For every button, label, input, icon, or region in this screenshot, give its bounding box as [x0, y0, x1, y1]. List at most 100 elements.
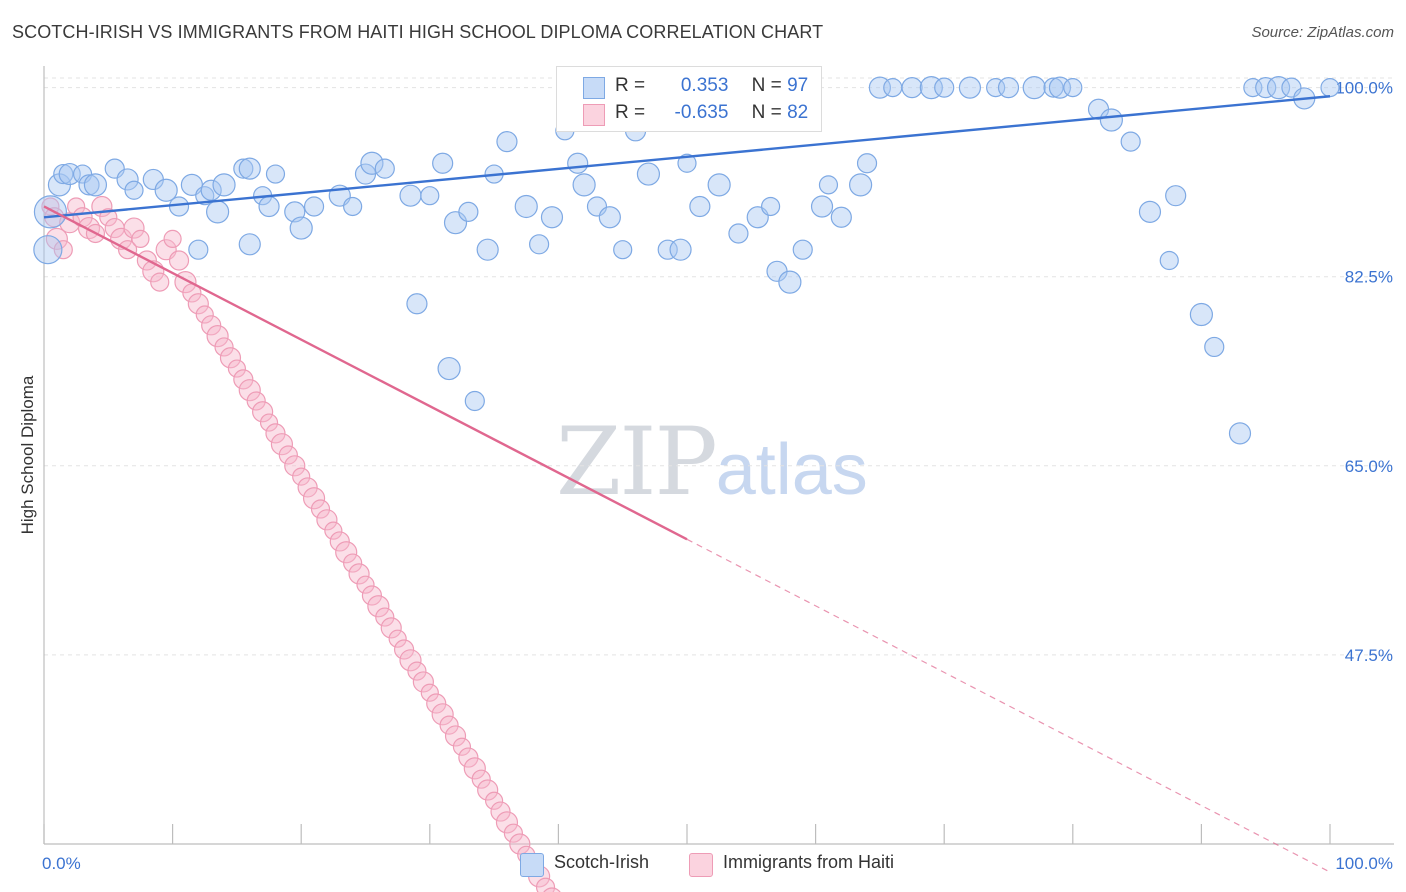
scotch-irish-point	[856, 153, 878, 174]
zipatlas-watermark: ZIPatlas	[556, 408, 868, 517]
watermark-zip: ZIP	[556, 408, 718, 517]
scotch-irish-point	[958, 76, 982, 99]
scotch-irish-point	[778, 270, 802, 294]
scotch-irish-point	[212, 173, 236, 197]
scotch-irish-point	[792, 239, 813, 260]
haiti-point	[439, 715, 459, 735]
legend-swatch-haiti	[689, 853, 713, 877]
scotch-irish-point	[1228, 422, 1252, 445]
scotch-irish-point	[1043, 77, 1064, 98]
haiti-point	[324, 521, 343, 540]
legend-label-haiti: Immigrants from Haiti	[723, 852, 895, 872]
scotch-irish-point	[997, 77, 1020, 99]
scotch-irish-point	[238, 157, 261, 180]
haiti-point	[329, 531, 350, 552]
haiti-point	[252, 401, 274, 423]
scotch-irish-point	[669, 238, 692, 261]
legend-n-label: N =	[751, 75, 782, 96]
scotch-irish-point	[406, 293, 428, 315]
scotch-irish-point	[476, 238, 499, 261]
scotch-irish-point	[399, 184, 422, 207]
legend-n-value-blue: 97	[787, 75, 809, 96]
haiti-point	[343, 553, 363, 573]
scotch-irish-trendline	[43, 95, 1331, 219]
scotch-irish-point	[728, 223, 749, 244]
haiti-point	[375, 607, 395, 627]
haiti-point	[278, 445, 298, 465]
haiti-point	[463, 757, 486, 780]
scotch-irish-point	[360, 151, 384, 175]
haiti-point	[53, 240, 73, 260]
haiti-point	[214, 337, 234, 357]
scotch-irish-point	[818, 175, 839, 195]
haiti-point	[393, 639, 415, 660]
scotch-irish-point	[83, 173, 108, 197]
legend-r-label: R =	[615, 102, 646, 123]
scotch-irish-point	[1255, 77, 1277, 99]
haiti-point	[163, 229, 182, 248]
haiti-point	[490, 801, 511, 822]
scotch-irish-point	[233, 158, 254, 179]
scotch-irish-point	[1022, 76, 1046, 100]
scotch-irish-point	[1138, 200, 1162, 223]
scotch-irish-point	[33, 235, 63, 265]
scotch-irish-point	[613, 240, 633, 260]
haiti-point	[388, 629, 407, 648]
haiti-trendline-extrapolated	[686, 538, 1331, 873]
scotch-irish-point	[168, 196, 190, 217]
scotch-irish-point	[374, 158, 395, 179]
scotch-irish-point	[265, 164, 286, 184]
legend-r-value-blue: 0.353	[680, 75, 729, 96]
x-tick-label: 0.0%	[42, 854, 81, 873]
y-tick-label: 100.0%	[1335, 79, 1393, 98]
haiti-point	[297, 477, 318, 498]
legend-item-haiti: Immigrants from Haiti	[689, 852, 895, 877]
scotch-irish-point	[810, 195, 834, 218]
haiti-point	[471, 769, 491, 789]
haiti-point	[543, 887, 561, 892]
haiti-point	[233, 369, 254, 390]
scotch-irish-point	[116, 168, 139, 191]
legend-r-label: R =	[615, 75, 646, 96]
haiti-point	[335, 541, 358, 564]
scotch-irish-point	[206, 200, 230, 224]
scotch-irish-point	[458, 201, 479, 222]
legend-row-haiti: R = -0.635 N = 82	[615, 102, 808, 128]
y-tick-label: 47.5%	[1345, 646, 1393, 665]
haiti-point	[246, 391, 266, 411]
correlation-legend: R = 0.353 N = 97 R = -0.635 N = 82	[556, 66, 822, 132]
scotch-irish-point	[901, 77, 923, 99]
scotch-irish-point	[567, 152, 589, 174]
haiti-point	[420, 683, 439, 702]
chart-title: SCOTCH-IRISH VS IMMIGRANTS FROM HAITI HI…	[12, 22, 824, 42]
haiti-point	[452, 737, 472, 756]
scotch-irish-point	[760, 196, 781, 217]
legend-swatch-pink	[583, 104, 605, 126]
scotch-irish-point	[1165, 185, 1187, 207]
y-tick-label: 82.5%	[1345, 268, 1393, 287]
scotch-irish-point	[154, 178, 178, 202]
haiti-point	[270, 433, 294, 456]
haiti-point	[168, 250, 190, 271]
haiti-point	[412, 671, 434, 693]
scotch-irish-point	[540, 206, 564, 229]
scotch-irish-point	[598, 206, 621, 229]
haiti-point	[495, 811, 519, 834]
haiti-point	[302, 487, 326, 510]
legend-item-scotch-irish: Scotch-Irish	[520, 852, 649, 877]
haiti-point	[367, 595, 390, 618]
source-label: Source: ZipAtlas.com	[1251, 24, 1394, 41]
scotch-irish-point	[432, 152, 454, 174]
scotch-irish-point	[53, 163, 74, 185]
haiti-trendline	[43, 205, 688, 541]
haiti-point	[485, 791, 504, 810]
scotch-irish-point	[514, 194, 538, 219]
scotch-irish-point	[657, 239, 678, 260]
haiti-point	[195, 305, 214, 324]
haiti-point	[227, 359, 246, 378]
scotch-irish-point	[830, 206, 852, 228]
scotch-irish-point	[200, 179, 222, 201]
y-tick-label: 65.0%	[1345, 457, 1393, 476]
scotch-irish-point	[677, 153, 697, 173]
haiti-point	[310, 499, 331, 519]
